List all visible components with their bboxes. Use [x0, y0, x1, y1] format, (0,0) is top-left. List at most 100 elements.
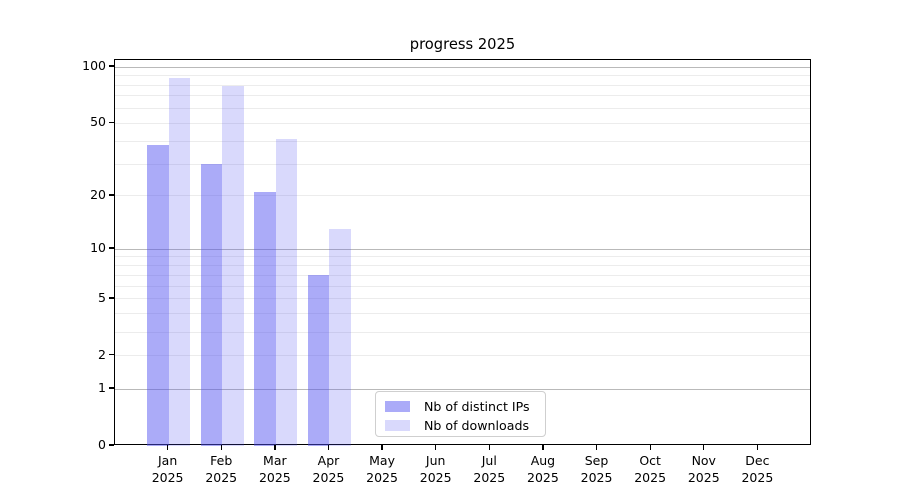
x-tick-year: 2025 [527, 470, 559, 485]
x-tick-year: 2025 [634, 470, 667, 485]
x-tick-label: Nov 2025 [677, 452, 731, 486]
legend-swatch-distinct-ips [385, 401, 410, 412]
minor-gridline [115, 285, 810, 287]
x-tick-label: Mar 2025 [248, 452, 302, 486]
minor-gridline [115, 107, 810, 109]
x-tick-year: 2025 [741, 470, 774, 485]
x-tick-mark [703, 445, 705, 450]
x-tick-year: 2025 [580, 470, 613, 485]
x-tick-year: 2025 [312, 470, 345, 485]
y-tick-label: 10 [90, 240, 106, 256]
x-tick-mark [435, 445, 437, 450]
y-tick-mark [109, 444, 114, 446]
x-tick-month: Mar [263, 453, 287, 468]
y-tick-mark [109, 387, 114, 389]
x-tick-month: Jul [481, 453, 497, 468]
legend: Nb of distinct IPs Nb of downloads [375, 391, 546, 437]
x-tick-month: Sep [584, 453, 609, 468]
y-tick-label: 0 [98, 437, 106, 452]
y-tick-mark [109, 194, 114, 196]
minor-gridline [115, 140, 810, 142]
y-tick-mark [109, 247, 114, 249]
x-tick-label: Jan 2025 [141, 452, 195, 486]
x-tick-year: 2025 [473, 470, 506, 485]
x-tick-year: 2025 [258, 470, 291, 485]
legend-item: Nb of downloads [385, 416, 545, 435]
x-tick-label: Apr 2025 [301, 452, 355, 486]
bar-apr-s0 [308, 275, 330, 446]
x-tick-mark [167, 445, 169, 450]
minor-gridline [115, 163, 810, 165]
y-tick-label: 20 [90, 186, 106, 202]
bar-mar-s0 [254, 192, 276, 446]
x-tick-mark [756, 445, 759, 450]
x-tick-year: 2025 [419, 470, 452, 485]
x-tick-mark [381, 445, 383, 450]
x-tick-month: Apr [317, 453, 340, 468]
x-tick-month: Dec [745, 453, 770, 468]
minor-gridline [115, 75, 810, 77]
x-tick-mark [488, 445, 490, 450]
legend-swatch-downloads [385, 420, 410, 431]
x-tick-year: 2025 [151, 470, 184, 485]
x-tick-mark [649, 445, 651, 450]
x-tick-month: Nov [691, 453, 716, 468]
x-tick-label: Jun 2025 [409, 452, 463, 486]
x-tick-month: Oct [639, 453, 661, 468]
minor-gridline [115, 274, 810, 276]
x-tick-month: Aug [530, 453, 556, 468]
legend-label: Nb of distinct IPs [424, 399, 530, 414]
x-tick-label: May 2025 [355, 452, 409, 486]
x-tick-label: Oct 2025 [623, 452, 677, 486]
x-tick-mark [220, 445, 222, 450]
minor-gridline [115, 195, 810, 197]
minor-gridline [115, 122, 810, 124]
legend-label: Nb of downloads [424, 418, 530, 433]
y-tick-label: 100 [82, 58, 106, 73]
x-tick-year: 2025 [687, 470, 720, 485]
x-tick-month: Jun [425, 453, 446, 468]
legend-item: Nb of distinct IPs [385, 397, 545, 416]
x-tick-year: 2025 [205, 470, 238, 485]
major-gridline [115, 248, 810, 250]
minor-gridline [115, 313, 810, 315]
x-tick-mark [542, 445, 544, 450]
y-tick-label: 5 [98, 289, 106, 305]
minor-gridline [115, 95, 810, 97]
bar-apr-s1 [329, 229, 351, 446]
x-tick-mark [274, 445, 276, 450]
x-tick-label: Aug 2025 [516, 452, 570, 486]
x-tick-month: May [369, 453, 395, 468]
x-tick-label: Jul 2025 [462, 452, 516, 486]
x-tick-label: Dec 2025 [730, 452, 784, 486]
minor-gridline [115, 256, 810, 258]
x-tick-month: Feb [210, 453, 233, 468]
major-gridline [115, 388, 810, 390]
y-tick-mark [109, 297, 114, 299]
minor-gridline [115, 355, 810, 357]
bar-mar-s1 [275, 139, 298, 446]
y-tick-mark [109, 354, 114, 356]
y-tick-label: 1 [98, 380, 106, 396]
bar-jan-s1 [168, 78, 191, 446]
major-gridline [115, 66, 810, 68]
x-tick-year: 2025 [366, 470, 398, 485]
chart-title: progress 2025 [409, 36, 516, 53]
y-tick-mark [109, 65, 114, 67]
x-tick-mark [595, 445, 598, 450]
y-tick-mark [109, 121, 114, 123]
y-tick-label: 2 [98, 346, 106, 362]
minor-gridline [115, 265, 810, 267]
bar-feb-s1 [222, 86, 244, 446]
y-tick-label: 50 [90, 114, 106, 130]
x-tick-label: Feb 2025 [194, 452, 248, 486]
bar-feb-s0 [200, 164, 223, 446]
minor-gridline [115, 84, 810, 86]
minor-gridline [115, 331, 810, 333]
minor-gridline [115, 298, 810, 300]
x-tick-month: Jan [157, 453, 178, 468]
x-tick-label: Sep 2025 [570, 452, 624, 486]
x-tick-mark [327, 445, 330, 450]
bar-jan-s0 [147, 145, 169, 446]
